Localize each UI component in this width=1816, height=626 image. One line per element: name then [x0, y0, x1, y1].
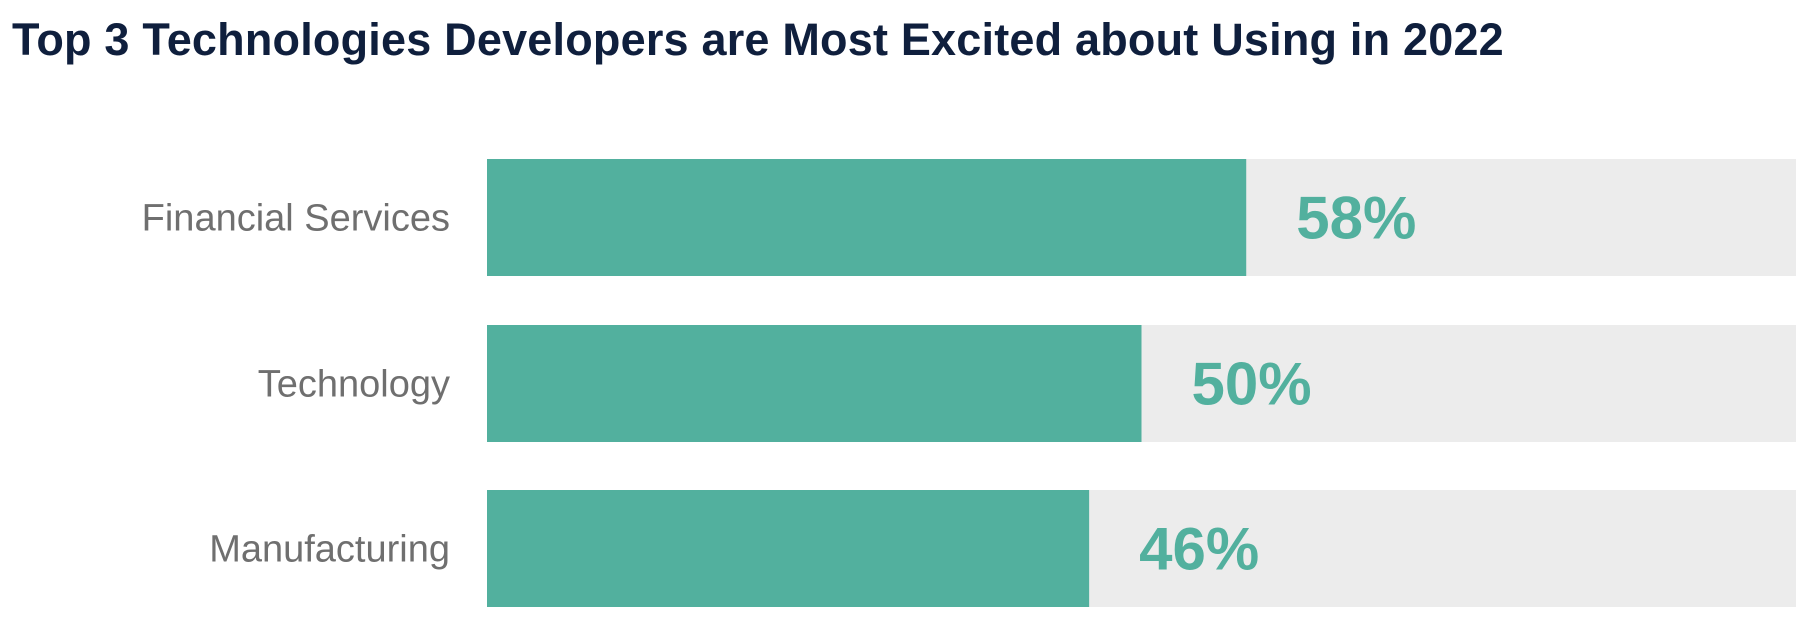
category-label: Manufacturing	[209, 529, 450, 571]
chart-title: Top 3 Technologies Developers are Most E…	[12, 14, 1504, 65]
category-label: Financial Services	[142, 198, 450, 240]
data-label: 50%	[1192, 351, 1312, 418]
category-label: Technology	[258, 364, 450, 406]
bar	[487, 159, 1247, 276]
bar	[487, 325, 1142, 442]
data-label: 46%	[1139, 516, 1259, 583]
bar	[487, 490, 1090, 607]
data-label: 58%	[1296, 185, 1416, 252]
